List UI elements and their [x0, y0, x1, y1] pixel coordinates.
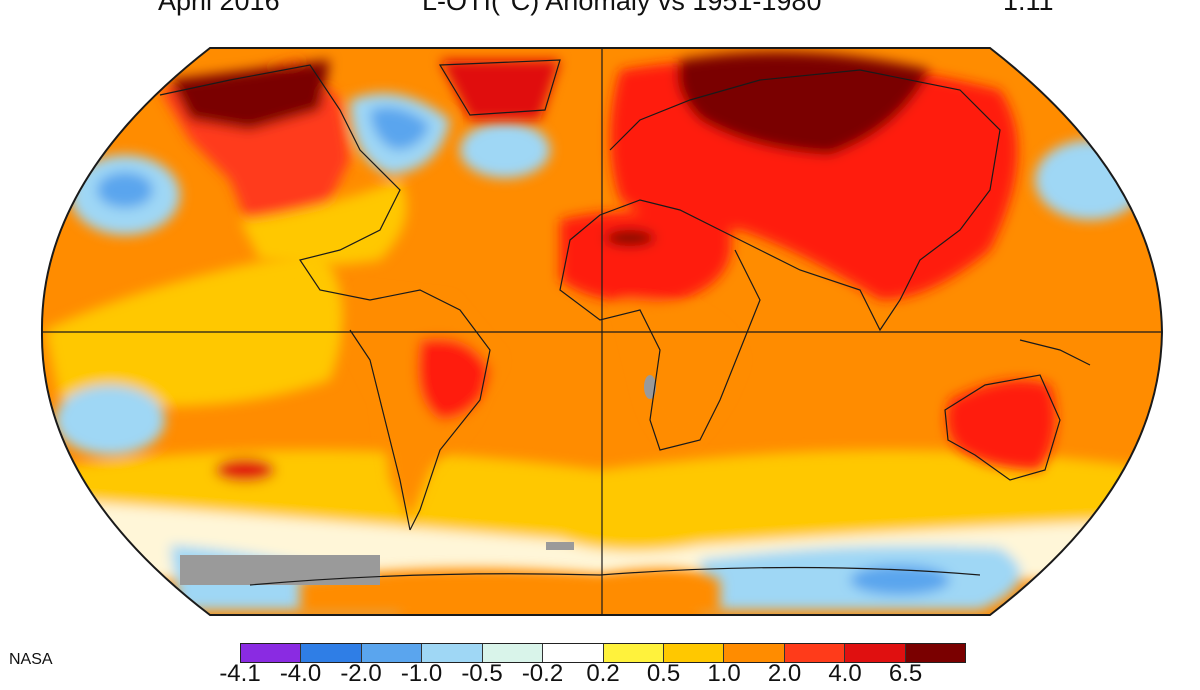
legend-swatch: [361, 644, 423, 662]
legend-tick-label: -2.0: [340, 660, 382, 687]
legend-tick-label: -4.1: [219, 660, 261, 687]
legend-swatch: [603, 644, 664, 662]
land-antarctica-warm: [300, 568, 720, 615]
legend-tick-label: 1.0: [707, 660, 741, 687]
globe-outline: [40, 47, 1164, 616]
anomaly-red-pacific: [215, 458, 275, 482]
legend-tick-label: -4.0: [279, 660, 322, 687]
land-brazil-hot: [417, 338, 490, 420]
coastlines: [159, 59, 1091, 586]
legend-swatch: [482, 644, 544, 662]
anomaly-cold-greenland-sea: [460, 122, 550, 178]
land-australia: [946, 380, 1056, 470]
anomaly-cold-north-pacific-core: [97, 172, 153, 208]
anomaly-title: L-OTI(°C) Anomaly vs 1951-1980: [422, 0, 822, 16]
legend-swatch: [543, 644, 604, 662]
legend-swatch: [724, 644, 785, 662]
anomaly-cold-southern-ocean-core: [850, 565, 950, 595]
missing-data-antarctica: [180, 555, 380, 585]
global-mean-value: 1.11: [1003, 0, 1054, 16]
legend-swatch: [905, 644, 966, 662]
legend-swatch: [301, 644, 362, 662]
missing-data-small: [546, 542, 574, 550]
legend-tick-label: 0.2: [586, 660, 620, 687]
source-credit: NASA: [9, 651, 53, 668]
anomaly-cold-north-east-pacific: [1035, 140, 1145, 220]
anomaly-cold-south-pacific: [55, 385, 165, 455]
color-legend-ticks: -4.1 -4.0 -2.0 -1.0 -0.5 -0.2 0.2 0.5 1.0 2.0 4.0 6…: [207, 660, 997, 690]
color-legend-bar: [240, 643, 966, 663]
world-anomaly-map: [40, 47, 1164, 616]
legend-tick-label: -0.2: [521, 660, 564, 687]
land-greenland: [440, 60, 560, 120]
legend-tick-label: 4.0: [828, 660, 862, 687]
land-sahara-extreme: [605, 230, 655, 246]
missing-data-africa: [644, 375, 656, 399]
legend-tick-label: 0.5: [646, 660, 681, 687]
land-siberia-extreme: [677, 52, 930, 155]
land-north-africa: [560, 212, 732, 303]
land-usa: [240, 180, 407, 265]
legend-tick-label: -0.5: [461, 660, 503, 687]
legend-swatch: [241, 644, 302, 662]
land-africa-south: [620, 300, 740, 450]
legend-tick-label: 2.0: [767, 660, 802, 687]
anomaly-yellow-band-pacific: [45, 250, 343, 407]
legend-tick-label: -1.0: [400, 660, 443, 687]
land-hudson-cold-core: [370, 107, 430, 150]
legend-swatch: [845, 644, 906, 662]
legend-swatch: [784, 644, 846, 662]
legend-tick-label: 6.5: [888, 660, 923, 687]
legend-swatch: [663, 644, 725, 662]
land-alaska: [170, 60, 330, 130]
month-title: April 2016: [158, 0, 280, 16]
legend-swatch: [422, 644, 483, 662]
